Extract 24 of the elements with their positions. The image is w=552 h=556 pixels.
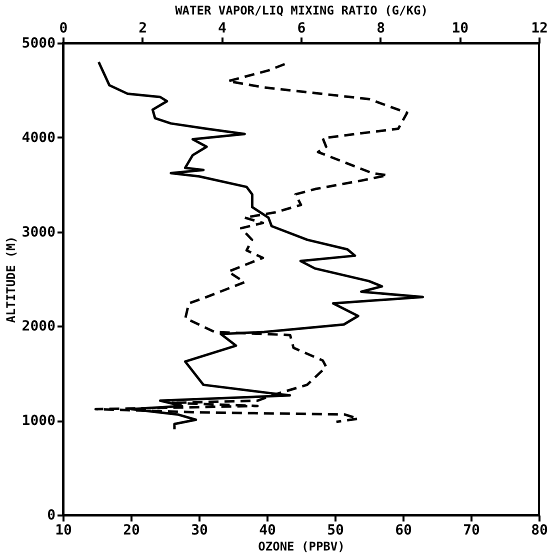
y-tick-label: 3000 xyxy=(22,224,56,240)
x-tick-label: 10 xyxy=(55,522,72,538)
x2-tick-label: 2 xyxy=(138,20,148,36)
y-tick-label: 0 xyxy=(47,508,56,524)
x2-tick-label: 4 xyxy=(218,20,226,36)
y-tick-label: 1000 xyxy=(22,413,56,430)
x-tick-label: 50 xyxy=(327,522,344,538)
y-tick-label: 4000 xyxy=(22,130,56,146)
x2-tick-label: 0 xyxy=(59,20,68,36)
y-tick-label: 5000 xyxy=(22,36,56,52)
x-tick-label: 80 xyxy=(531,522,548,538)
x-tick-label: 40 xyxy=(259,522,276,538)
x-tick-label: 20 xyxy=(123,522,140,538)
x2-tick-label: 6 xyxy=(297,20,306,36)
x-tick-label: 30 xyxy=(191,522,208,538)
x2-tick-label: 8 xyxy=(376,20,386,36)
x-tick-label: 60 xyxy=(395,522,412,538)
x2-tick-label: 12 xyxy=(531,20,548,36)
x2-tick-label: 10 xyxy=(452,20,469,36)
x-tick-label: 70 xyxy=(463,522,480,538)
x-axis-title: OZONE (PPBV) xyxy=(258,540,345,554)
x2-axis-title: WATER VAPOR/LIQ MIXING RATIO (G/KG) xyxy=(175,4,428,18)
y-axis-title: ALTITUDE (M) xyxy=(4,236,18,323)
y-tick-label: 2000 xyxy=(22,318,56,335)
